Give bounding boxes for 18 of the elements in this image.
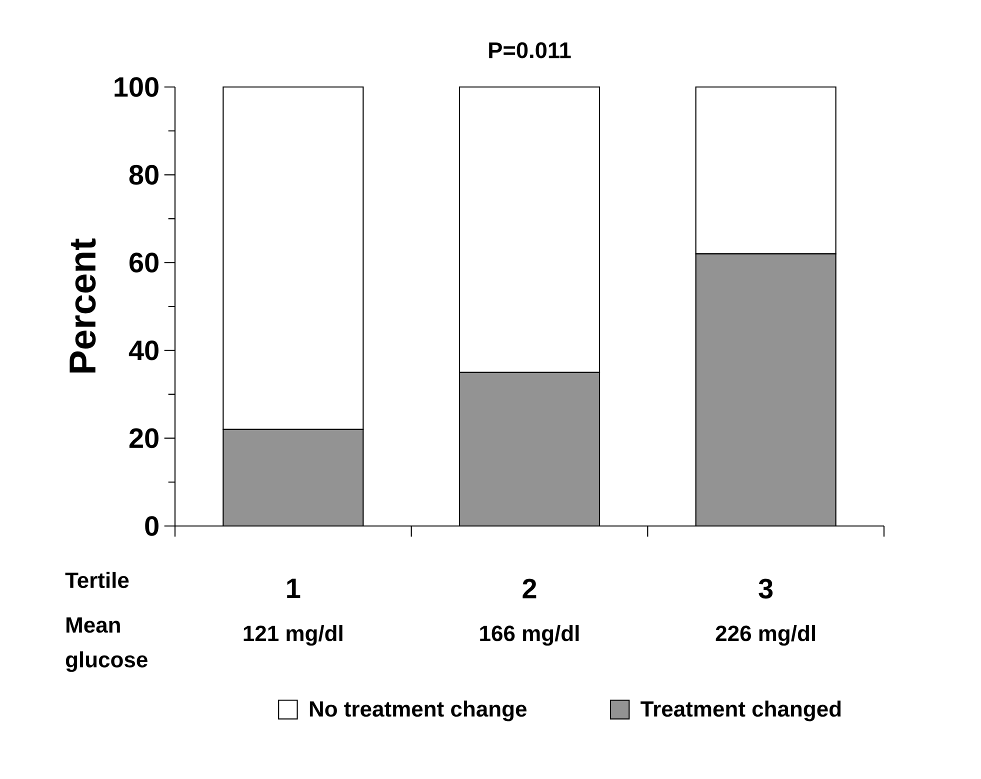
chart-title: P=0.011 (489, 42, 571, 58)
text: Mean glucose (66, 617, 148, 672)
y-tick-label: 80 (129, 164, 158, 185)
legend-label: Treatment changed (640, 700, 841, 722)
y-axis-title: Percent (70, 238, 96, 372)
x-tick-label: 2 (522, 578, 536, 598)
text: 121 mg/dl (244, 625, 342, 646)
y-tick-label: 60 (130, 252, 158, 273)
y-tick-label: 100 (114, 77, 158, 97)
y-tick-label: 40 (128, 340, 158, 360)
y-tick-label: 0 (145, 516, 158, 536)
x-axis-title: Tertile (65, 572, 129, 588)
legend-label: No treatment change (310, 700, 527, 722)
y-tick-label: 20 (129, 428, 158, 448)
x-tick-label: 1 (287, 578, 300, 598)
text: 226 mg/dl (716, 625, 816, 646)
x-tick-label: 3 (758, 578, 773, 599)
text: 166 mg/dl (480, 625, 579, 646)
